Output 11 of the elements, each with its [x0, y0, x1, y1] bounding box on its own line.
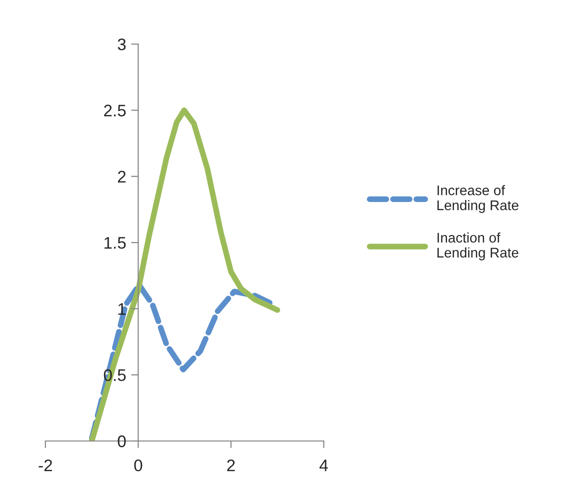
y-tick-label: 1.5	[104, 237, 126, 249]
legend-label: Increase of Lending Rate	[437, 185, 518, 213]
y-tick-label: 3	[118, 38, 126, 50]
x-tick-label: 2	[227, 459, 235, 472]
x-tick-label: -2	[38, 459, 52, 472]
y-tick-label: 2	[118, 170, 126, 182]
y-tick-label: 2.5	[104, 104, 126, 116]
x-tick-label: 0	[134, 459, 142, 472]
legend-label: Inaction of Lending Rate	[437, 232, 518, 260]
y-tick-label: 0	[118, 435, 126, 448]
x-tick-label: 4	[320, 460, 328, 472]
